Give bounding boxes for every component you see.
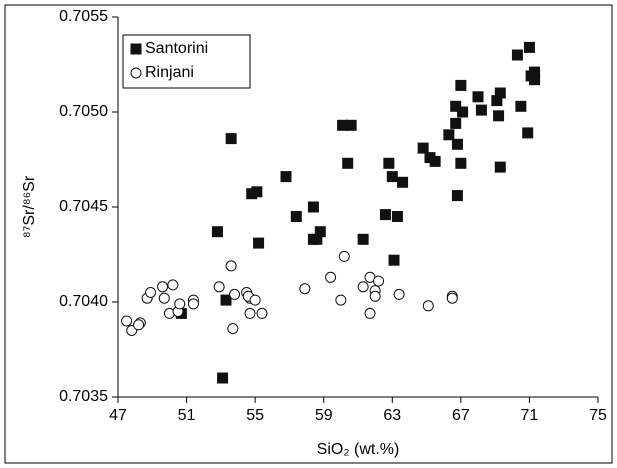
y-tick-label: 0.7045	[59, 198, 108, 215]
point	[133, 319, 145, 331]
legend-marker	[130, 43, 142, 55]
x-tick-label: 51	[178, 407, 196, 424]
point	[455, 157, 467, 169]
point	[393, 288, 405, 300]
point	[167, 279, 179, 291]
x-tick-label: 55	[246, 407, 264, 424]
x-tick-label: 59	[315, 407, 333, 424]
point	[121, 315, 133, 327]
point	[299, 283, 311, 295]
point	[491, 95, 503, 107]
point	[455, 79, 467, 91]
point	[342, 157, 354, 169]
point	[494, 87, 506, 99]
point	[515, 100, 527, 112]
point	[457, 106, 469, 118]
point	[472, 91, 484, 103]
x-tick-label: 67	[452, 407, 470, 424]
legend-box	[122, 34, 251, 89]
point	[391, 211, 403, 222]
y-tick-label: 0.7035	[59, 388, 108, 405]
point	[249, 294, 261, 306]
point	[397, 176, 409, 188]
point	[280, 171, 292, 183]
point	[523, 41, 535, 53]
point	[369, 290, 381, 302]
point	[522, 127, 534, 139]
point	[443, 129, 455, 141]
point	[225, 260, 237, 272]
point	[386, 171, 398, 183]
legend-label: Rinjani	[145, 64, 194, 81]
point	[211, 226, 223, 238]
x-tick-label: 47	[109, 407, 127, 424]
y-tick-label: 0.7050	[59, 103, 108, 120]
point	[446, 292, 458, 304]
x-tick-label: 75	[589, 407, 607, 424]
point	[383, 157, 395, 169]
y-axis-label: ⁸⁷Sr/⁸⁶Sr	[21, 175, 38, 238]
point	[158, 292, 170, 304]
point	[338, 250, 350, 262]
point	[373, 275, 385, 287]
point	[251, 186, 263, 198]
point	[357, 233, 369, 245]
y-tick-label: 0.7040	[59, 293, 108, 310]
point	[307, 201, 319, 213]
point	[422, 300, 434, 312]
point	[314, 226, 326, 238]
point	[290, 211, 302, 222]
point	[357, 281, 369, 293]
point	[256, 307, 268, 319]
point	[429, 155, 441, 167]
point	[529, 74, 541, 86]
frame	[4, 4, 613, 464]
point	[157, 281, 169, 293]
legend-marker	[130, 67, 142, 79]
point	[379, 209, 391, 221]
point	[337, 119, 349, 131]
point	[220, 294, 232, 306]
point	[364, 307, 376, 319]
point	[227, 323, 239, 335]
point	[217, 372, 229, 384]
point	[450, 117, 462, 129]
point	[450, 100, 462, 112]
point	[253, 237, 265, 249]
point	[417, 142, 429, 154]
point	[388, 254, 400, 266]
point	[145, 287, 157, 298]
point	[493, 110, 505, 122]
point	[475, 104, 487, 116]
point	[325, 271, 337, 283]
y-tick-label: 0.7055	[59, 8, 108, 25]
point	[451, 190, 463, 202]
x-axis-label: SiO₂ (wt.%)	[317, 441, 400, 458]
x-tick-label: 71	[521, 407, 539, 424]
point	[174, 298, 186, 310]
point	[229, 288, 241, 300]
point	[345, 119, 357, 131]
point	[311, 233, 323, 245]
point	[187, 298, 199, 310]
point	[244, 307, 256, 319]
legend-label: Santorini	[145, 40, 208, 57]
point	[451, 138, 463, 150]
point	[511, 49, 523, 61]
point	[494, 161, 506, 173]
x-tick-label: 63	[383, 407, 401, 424]
point	[335, 294, 347, 306]
point	[213, 281, 225, 293]
point	[225, 133, 237, 145]
